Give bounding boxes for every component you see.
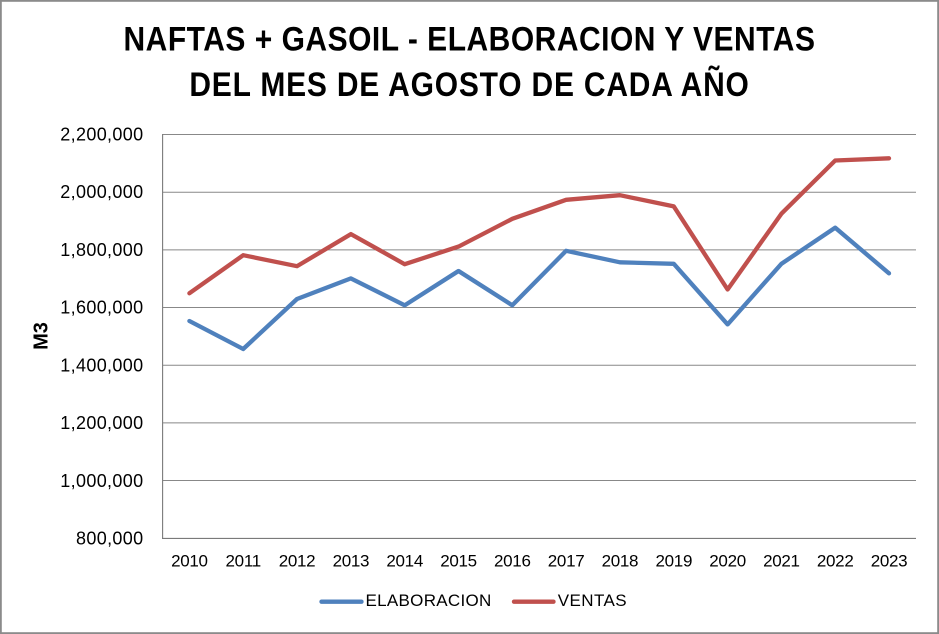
svg-text:1,600,000: 1,600,000 [60, 298, 143, 318]
svg-text:DEL MES DE AGOSTO DE CADA AÑO: DEL MES DE AGOSTO DE CADA AÑO [189, 65, 749, 103]
svg-text:2020: 2020 [709, 551, 746, 570]
svg-text:1,000,000: 1,000,000 [60, 471, 143, 491]
svg-text:2021: 2021 [763, 551, 800, 570]
svg-text:2018: 2018 [602, 551, 639, 570]
svg-text:2,200,000: 2,200,000 [60, 125, 143, 145]
svg-text:VENTAS: VENTAS [558, 591, 627, 610]
svg-text:2011: 2011 [226, 551, 261, 570]
svg-text:2,000,000: 2,000,000 [60, 182, 143, 202]
svg-text:1,400,000: 1,400,000 [60, 355, 143, 375]
svg-text:2023: 2023 [871, 551, 908, 570]
svg-text:2015: 2015 [440, 551, 477, 570]
svg-text:2012: 2012 [279, 551, 316, 570]
svg-text:2019: 2019 [655, 551, 692, 570]
svg-text:1,200,000: 1,200,000 [60, 413, 143, 433]
svg-text:2016: 2016 [494, 551, 531, 570]
svg-text:M3: M3 [30, 322, 52, 350]
svg-text:2013: 2013 [333, 551, 370, 570]
svg-text:2017: 2017 [548, 551, 585, 570]
svg-text:ELABORACION: ELABORACION [366, 591, 492, 610]
svg-text:2014: 2014 [386, 551, 423, 570]
svg-text:800,000: 800,000 [76, 529, 144, 549]
svg-text:2010: 2010 [171, 551, 208, 570]
svg-text:1,800,000: 1,800,000 [60, 240, 143, 260]
svg-text:2022: 2022 [817, 551, 854, 570]
svg-text:NAFTAS + GASOIL - ELABORACION: NAFTAS + GASOIL - ELABORACION Y VENTAS [124, 20, 816, 58]
